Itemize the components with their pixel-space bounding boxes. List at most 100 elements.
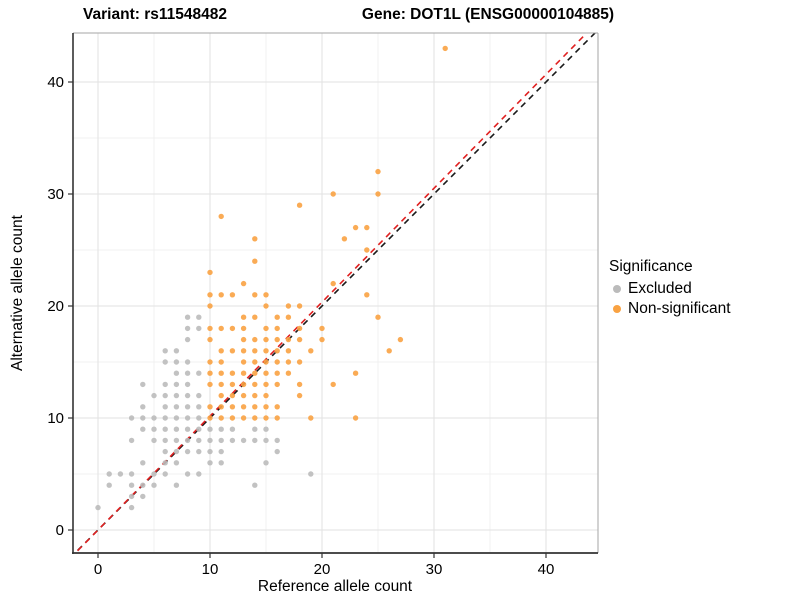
data-point-excluded [140, 426, 146, 432]
excluded-dot-icon [613, 284, 621, 293]
legend-title: Significance [609, 258, 693, 275]
data-point-excluded [196, 392, 202, 399]
data-point-non-significant [263, 381, 269, 388]
gene-title: Gene: DOT1L (ENSG00000104885) [361, 6, 615, 23]
data-point-excluded [240, 437, 247, 444]
data-point-non-significant [240, 415, 247, 421]
data-point-excluded [173, 415, 180, 421]
data-point-excluded [128, 493, 135, 500]
data-point-excluded [184, 415, 191, 421]
data-point-excluded [151, 437, 157, 444]
data-point-excluded [140, 381, 146, 388]
data-point-non-significant [229, 370, 236, 376]
data-point-excluded [162, 348, 168, 354]
data-point-non-significant [319, 325, 325, 332]
data-point-excluded [173, 482, 180, 488]
data-point-non-significant [330, 191, 336, 197]
data-point-non-significant [285, 314, 292, 320]
data-point-non-significant [207, 404, 213, 410]
data-point-non-significant [252, 258, 258, 264]
variant-title: Variant: rs11548482 [83, 6, 227, 23]
data-point-non-significant [352, 370, 359, 376]
data-point-excluded [308, 471, 314, 477]
data-point-excluded [173, 348, 180, 354]
data-point-excluded [263, 426, 269, 432]
data-point-non-significant [229, 325, 236, 332]
data-point-excluded [184, 404, 191, 410]
y-tick-label: 0 [56, 522, 64, 539]
data-point-excluded [263, 437, 269, 444]
data-point-excluded [196, 471, 202, 477]
data-point-excluded [106, 482, 112, 488]
data-point-excluded [128, 504, 135, 511]
data-point-non-significant [296, 381, 303, 388]
data-point-non-significant [263, 348, 269, 354]
data-point-excluded [151, 482, 157, 488]
data-point-non-significant [207, 359, 213, 365]
data-point-non-significant [207, 292, 213, 298]
data-point-non-significant [218, 415, 224, 421]
data-point-excluded [162, 471, 168, 477]
data-point-excluded [162, 448, 168, 455]
data-point-non-significant [218, 359, 224, 365]
data-point-non-significant [364, 247, 370, 253]
data-point-excluded [106, 471, 112, 477]
data-point-non-significant [252, 404, 258, 410]
data-point-non-significant [207, 303, 213, 309]
data-point-non-significant [285, 370, 292, 376]
data-point-excluded [252, 437, 258, 444]
data-point-non-significant [375, 168, 381, 175]
data-point-excluded [196, 314, 202, 320]
data-point-non-significant [252, 415, 258, 421]
data-point-non-significant [252, 348, 258, 354]
data-point-non-significant [240, 404, 247, 410]
y-tick-label: 20 [47, 298, 64, 315]
data-point-non-significant [229, 348, 236, 354]
y-tick-label: 40 [47, 74, 64, 91]
data-point-excluded [173, 426, 180, 432]
data-point-non-significant [240, 370, 247, 376]
data-point-excluded [184, 392, 191, 399]
data-point-excluded [184, 370, 191, 376]
data-point-excluded [207, 448, 213, 455]
data-point-non-significant [364, 224, 370, 231]
data-point-excluded [173, 404, 180, 410]
data-point-excluded [218, 437, 224, 444]
data-point-excluded [218, 460, 224, 466]
data-point-excluded [207, 426, 213, 432]
data-point-non-significant [296, 336, 303, 343]
x-axis-title: Reference allele count [257, 578, 413, 595]
data-point-non-significant [207, 381, 213, 388]
data-point-excluded [184, 426, 191, 432]
data-point-non-significant [263, 303, 269, 309]
data-point-non-significant [252, 236, 258, 242]
data-point-non-significant [207, 415, 213, 421]
data-point-non-significant [308, 348, 314, 354]
x-tick-label: 0 [94, 561, 102, 578]
data-point-non-significant [240, 381, 247, 388]
data-point-excluded [229, 426, 236, 432]
data-point-excluded [117, 471, 124, 477]
legend-label-excluded: Excluded [628, 279, 692, 297]
data-point-excluded [151, 392, 157, 399]
data-point-non-significant [218, 348, 224, 354]
data-point-non-significant [274, 336, 280, 343]
data-point-non-significant [252, 392, 258, 399]
legend: Significance Excluded Non-significant [609, 258, 797, 319]
data-point-excluded [184, 314, 191, 320]
data-point-non-significant [252, 314, 258, 320]
data-point-non-significant [296, 303, 303, 309]
data-point-excluded [184, 471, 191, 477]
data-point-excluded [184, 437, 191, 444]
data-point-non-significant [296, 325, 303, 332]
data-point-excluded [140, 482, 146, 488]
data-point-excluded [274, 448, 280, 455]
data-point-non-significant [285, 336, 292, 343]
data-point-non-significant [375, 191, 381, 197]
data-point-excluded [196, 370, 202, 376]
data-point-non-significant [263, 370, 269, 376]
data-point-excluded [173, 359, 180, 365]
data-point-non-significant [274, 415, 280, 421]
